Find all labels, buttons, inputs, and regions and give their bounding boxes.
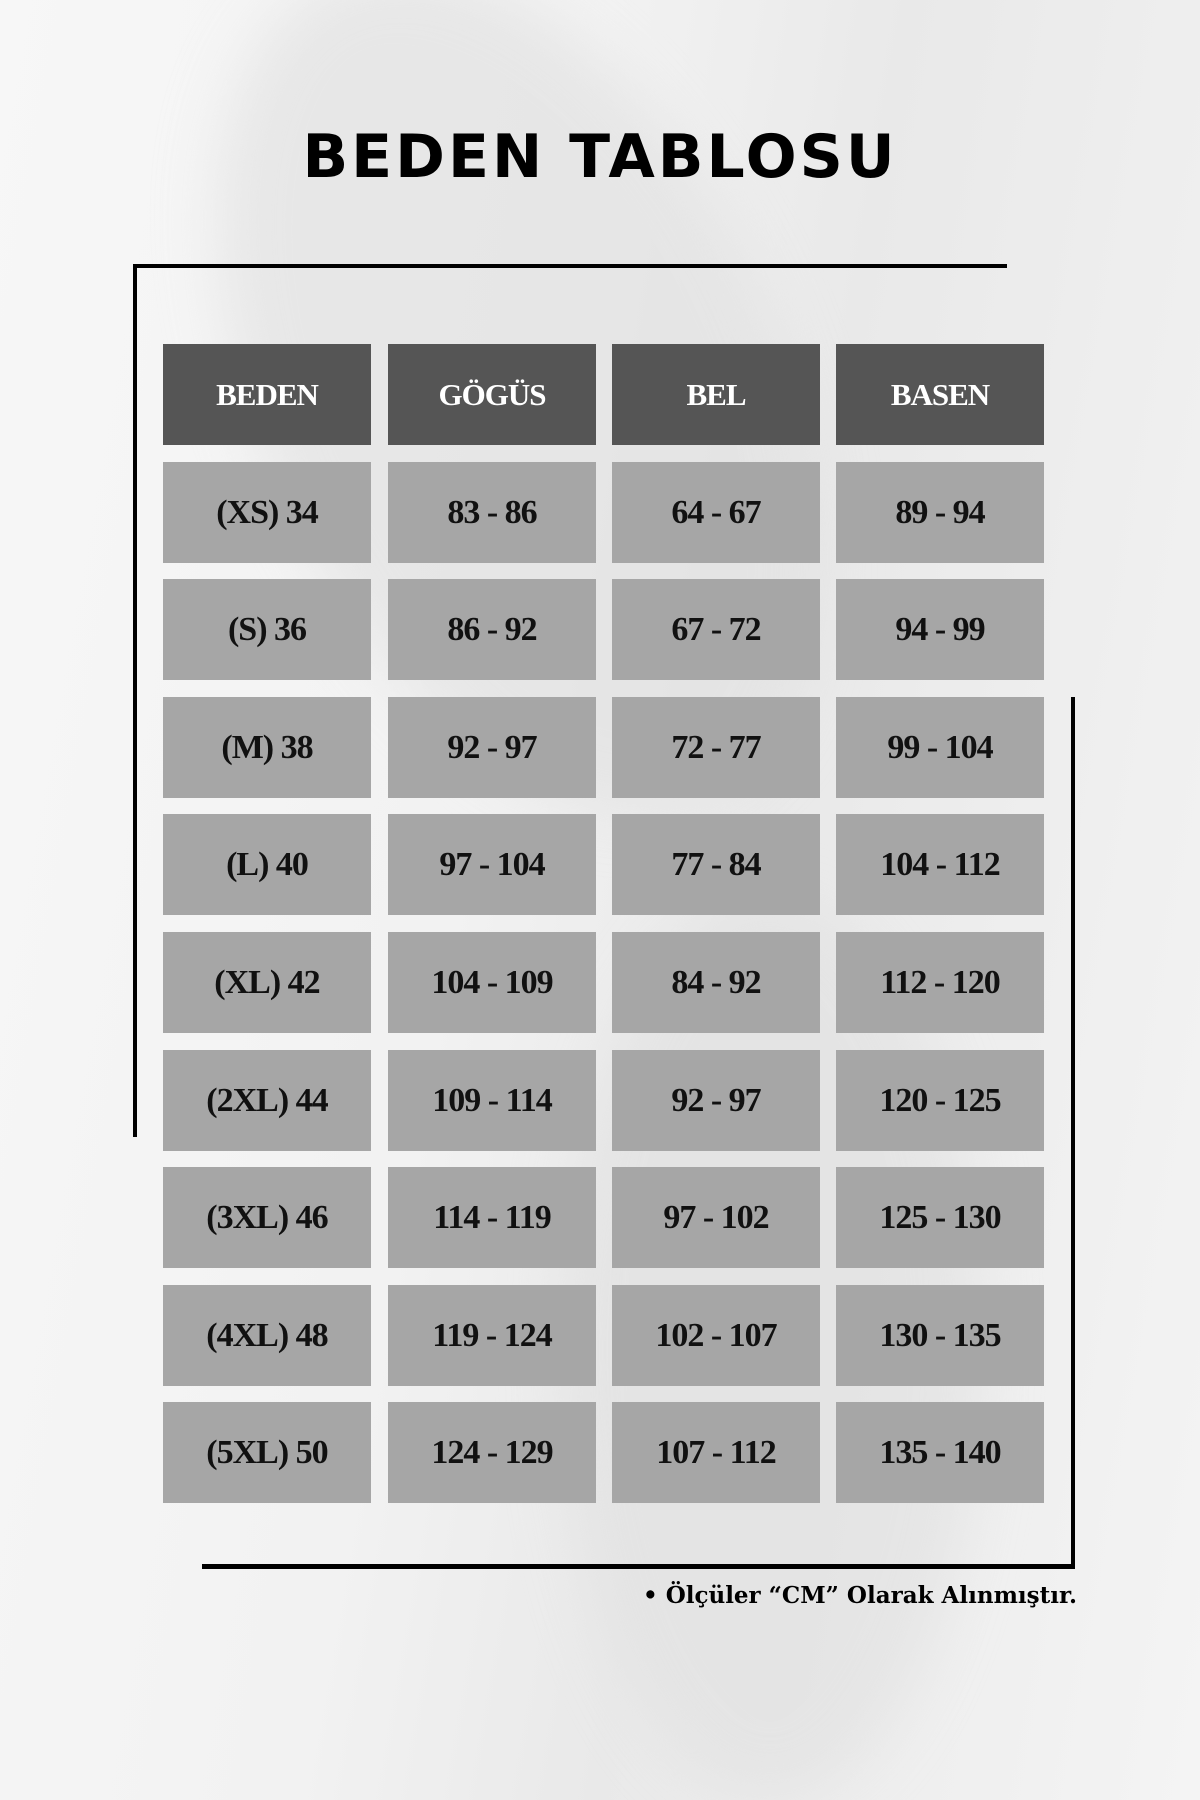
- page-title: BEDEN TABLOSU: [302, 122, 898, 192]
- column-header: BEL: [612, 344, 820, 445]
- frame-right-line: [1071, 697, 1075, 1569]
- table-cell: 97 - 104: [388, 814, 596, 915]
- frame-top-line: [135, 264, 1007, 268]
- table-cell: 99 - 104: [836, 697, 1044, 798]
- frame-bottom-line: [202, 1564, 1075, 1569]
- table-cell: 83 - 86: [388, 462, 596, 563]
- table-cell: (S) 36: [163, 579, 371, 680]
- table-cell: 84 - 92: [612, 932, 820, 1033]
- table-cell: 77 - 84: [612, 814, 820, 915]
- table-cell: 119 - 124: [388, 1285, 596, 1386]
- table-cell: (M) 38: [163, 697, 371, 798]
- table-cell: (5XL) 50: [163, 1402, 371, 1503]
- footnote: • Ölçüler “CM” Olarak Alınmıştır.: [642, 1582, 1077, 1609]
- table-cell: 104 - 109: [388, 932, 596, 1033]
- table-cell: 120 - 125: [836, 1050, 1044, 1151]
- column-header: BASEN: [836, 344, 1044, 445]
- column-header: BEDEN: [163, 344, 371, 445]
- table-cell: (4XL) 48: [163, 1285, 371, 1386]
- table-cell: 86 - 92: [388, 579, 596, 680]
- table-cell: 92 - 97: [388, 697, 596, 798]
- table-cell: 125 - 130: [836, 1167, 1044, 1268]
- table-cell: 130 - 135: [836, 1285, 1044, 1386]
- table-cell: (3XL) 46: [163, 1167, 371, 1268]
- table-cell: 89 - 94: [836, 462, 1044, 563]
- table-cell: 112 - 120: [836, 932, 1044, 1033]
- table-cell: 135 - 140: [836, 1402, 1044, 1503]
- frame-left-line: [133, 264, 137, 1137]
- table-cell: 104 - 112: [836, 814, 1044, 915]
- table-cell: (L) 40: [163, 814, 371, 915]
- table-cell: (2XL) 44: [163, 1050, 371, 1151]
- table-cell: (XL) 42: [163, 932, 371, 1033]
- table-cell: 64 - 67: [612, 462, 820, 563]
- table-cell: 124 - 129: [388, 1402, 596, 1503]
- table-cell: 92 - 97: [612, 1050, 820, 1151]
- table-cell: 72 - 77: [612, 697, 820, 798]
- table-cell: 107 - 112: [612, 1402, 820, 1503]
- table-cell: 109 - 114: [388, 1050, 596, 1151]
- table-cell: 67 - 72: [612, 579, 820, 680]
- table-cell: 102 - 107: [612, 1285, 820, 1386]
- table-cell: 97 - 102: [612, 1167, 820, 1268]
- column-header: GÖGÜS: [388, 344, 596, 445]
- table-cell: 94 - 99: [836, 579, 1044, 680]
- table-cell: (XS) 34: [163, 462, 371, 563]
- table-cell: 114 - 119: [388, 1167, 596, 1268]
